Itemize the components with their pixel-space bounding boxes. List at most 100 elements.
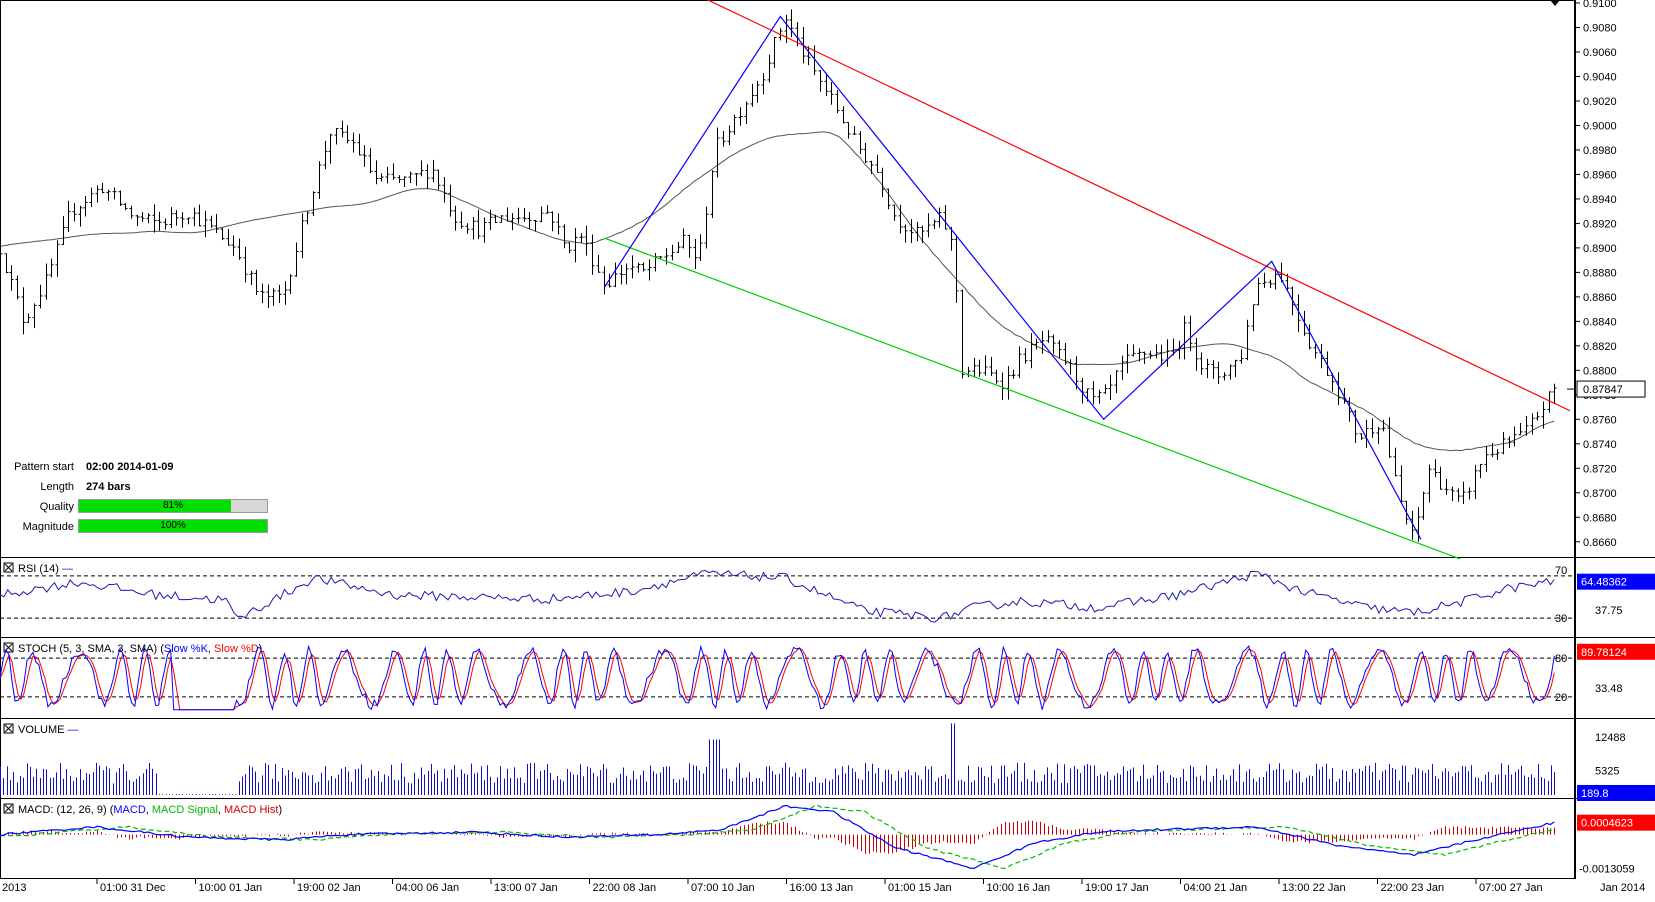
price-bar — [1468, 487, 1472, 499]
price-bar — [472, 217, 476, 240]
price-bar — [358, 134, 362, 156]
price-bar — [1126, 344, 1130, 373]
price-bar — [221, 228, 225, 240]
price-bar — [523, 208, 527, 222]
price-bar — [147, 213, 151, 223]
price-bar — [324, 141, 328, 169]
price-bar — [944, 205, 948, 230]
price-panel[interactable]: 0.91000.90800.90600.90400.90200.90000.89… — [0, 0, 1645, 559]
price-bar — [227, 229, 231, 246]
price-bar — [113, 188, 117, 200]
price-bar — [158, 212, 162, 231]
stoch-panel[interactable]: STOCH (5, 3, SMA, 3, SMA) (Slow %K, Slow… — [0, 643, 1655, 710]
stoch-level-80: 80 — [1555, 653, 1567, 665]
price-bar — [1360, 433, 1364, 440]
price-bar — [153, 204, 157, 232]
price-bar — [870, 161, 874, 174]
price-tick-label: 0.8720 — [1583, 463, 1617, 475]
price-bar — [50, 258, 54, 277]
price-bar — [933, 220, 937, 230]
time-axis-left-label: 2013 — [2, 882, 26, 894]
price-bar — [409, 172, 413, 183]
price-tick-label: 0.8860 — [1583, 292, 1617, 304]
price-bar — [204, 211, 208, 237]
price-bar — [637, 263, 641, 273]
price-bar — [1252, 305, 1256, 332]
price-bar — [978, 360, 982, 377]
price-bar — [1434, 459, 1438, 477]
price-bar — [170, 207, 174, 228]
price-bar — [210, 216, 214, 228]
price-bar — [187, 218, 191, 224]
time-tick-label: 04:00 06 Jan — [396, 882, 460, 894]
price-bar — [1400, 465, 1404, 503]
length-label: Length — [8, 481, 74, 493]
time-tick-label: 22:00 08 Jan — [593, 882, 657, 894]
price-bar — [990, 357, 994, 376]
rsi-level-70: 70 — [1555, 565, 1567, 577]
price-tick-label: 0.8880 — [1583, 267, 1617, 279]
price-bar — [1229, 365, 1233, 380]
magnitude-bar-text: 100% — [79, 520, 267, 532]
price-bar — [477, 210, 481, 240]
length-value: 274 bars — [86, 481, 131, 493]
price-bar — [124, 203, 128, 210]
price-bar — [568, 242, 572, 253]
price-bar — [312, 191, 316, 216]
price-bar — [756, 81, 760, 103]
price-bar — [392, 163, 396, 179]
price-bar — [1496, 449, 1500, 460]
volume-tick-label: 5325 — [1595, 765, 1619, 777]
price-bar — [284, 281, 288, 305]
price-bar — [1217, 362, 1221, 384]
price-bar — [1428, 465, 1432, 503]
time-tick-label: 01:00 31 Dec — [100, 882, 166, 894]
price-tick-label: 0.9000 — [1583, 120, 1617, 132]
price-bar — [164, 219, 168, 230]
price-bar — [1508, 436, 1512, 448]
price-bar — [1155, 344, 1159, 358]
price-bar — [261, 284, 265, 303]
price-bar — [255, 270, 259, 295]
price-bar — [84, 196, 88, 217]
rsi-tick-label: 37.75 — [1595, 605, 1623, 617]
price-bar — [847, 122, 851, 138]
price-bar — [0, 238, 3, 266]
rsi-level-30: 30 — [1555, 613, 1567, 625]
price-bar — [603, 266, 607, 294]
price-bar — [33, 303, 37, 328]
price-bar — [346, 125, 350, 143]
price-bar — [904, 224, 908, 242]
macd-panel[interactable]: MACD: (12, 26, 9) (MACD, MACD Signal, MA… — [0, 804, 1655, 875]
price-bar — [1445, 479, 1449, 495]
price-bar — [580, 233, 584, 243]
resistance-line — [707, 0, 1571, 411]
price-bar — [466, 223, 470, 234]
price-bar — [27, 313, 31, 322]
pattern-zigzag-line — [605, 17, 1421, 540]
price-bar — [563, 224, 567, 248]
price-bar — [1183, 316, 1187, 360]
price-bar — [375, 160, 379, 184]
price-bar — [893, 205, 897, 221]
stoch-k-line — [0, 646, 1554, 710]
price-bar — [819, 70, 823, 92]
price-bar — [101, 183, 105, 193]
price-bar — [1058, 340, 1062, 358]
price-bar — [1132, 344, 1136, 356]
price-bar — [733, 115, 737, 135]
price-bar — [1104, 384, 1108, 394]
price-bar — [1007, 366, 1011, 399]
price-bar — [67, 201, 71, 232]
price-tick-label: 0.8900 — [1583, 243, 1617, 255]
indicator-title: MACD: (12, 26, 9) (MACD, MACD Signal, MA… — [18, 804, 282, 816]
price-bar — [193, 208, 197, 227]
rsi-current-value: 64.48362 — [1581, 577, 1627, 589]
price-bar — [995, 370, 999, 384]
price-tick-label: 0.8800 — [1583, 365, 1617, 377]
price-bar — [215, 214, 219, 233]
moving-average-line — [0, 132, 1554, 451]
